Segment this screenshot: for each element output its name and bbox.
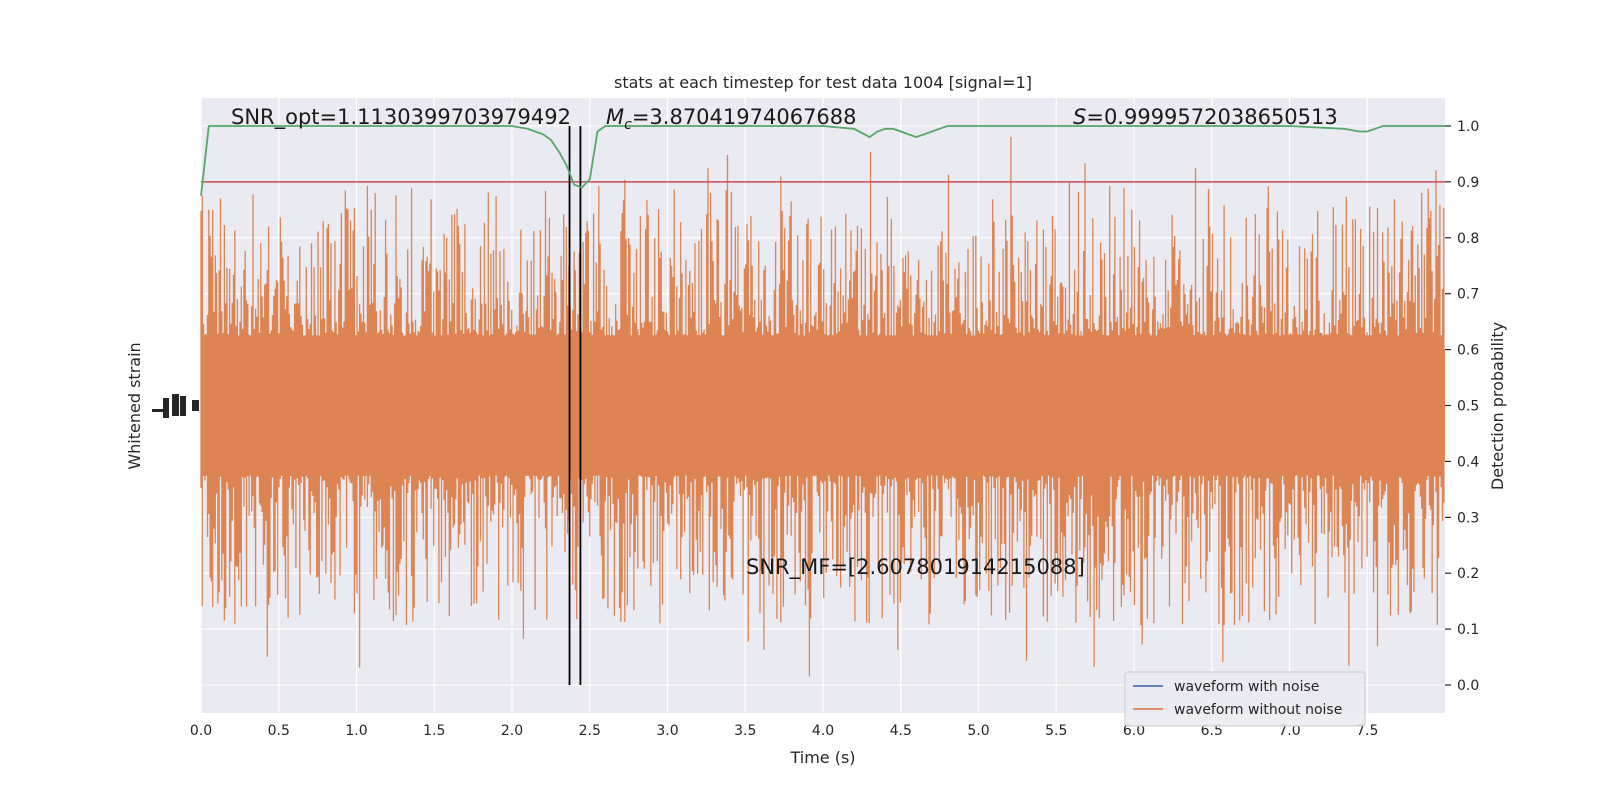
snr-mf-annotation: SNR_MF=[2.607801914215088] xyxy=(746,555,1085,580)
x-tick-label: 3.0 xyxy=(656,723,678,739)
x-tick-label: 1.0 xyxy=(345,723,367,739)
x-tick-label: 5.0 xyxy=(967,723,989,739)
x-tick-label: 7.5 xyxy=(1356,723,1378,739)
legend-label-with-noise: waveform with noise xyxy=(1174,679,1319,695)
right-tick-label: 0.2 xyxy=(1457,566,1479,582)
snr-opt-annotation: SNR_opt=1.1130399703979492 xyxy=(231,105,571,130)
right-tick-label: 1.0 xyxy=(1457,119,1479,135)
right-tick-label: 0.4 xyxy=(1457,454,1479,470)
x-axis-label: Time (s) xyxy=(789,748,855,767)
legend-label-without-noise: waveform without noise xyxy=(1174,702,1342,718)
x-tick-label: 2.0 xyxy=(501,723,523,739)
chirp-mass-annotation: Mc=3.87041974067688 xyxy=(606,105,857,133)
right-tick-label: 0.7 xyxy=(1457,287,1479,303)
chart-title: stats at each timestep for test data 100… xyxy=(614,73,1032,92)
x-tick-label: 7.0 xyxy=(1278,723,1300,739)
x-tick-label: 4.5 xyxy=(890,723,912,739)
strain-waveform xyxy=(200,136,1445,677)
right-tick-label: 0.1 xyxy=(1457,622,1479,638)
left-axis-ticks xyxy=(152,394,199,418)
right-tick-label: 0.6 xyxy=(1457,343,1479,359)
detection-probability-line xyxy=(200,125,1445,196)
event-markers xyxy=(568,125,582,686)
x-tick-label: 0.0 xyxy=(190,723,212,739)
right-axis-label: Detection probability xyxy=(1488,322,1507,490)
s-annotation: S=0.9999572038650513 xyxy=(1073,105,1338,129)
x-tick-label: 6.5 xyxy=(1201,723,1223,739)
right-axis-ticks: 0.0 0.1 0.2 0.3 0.4 0.5 0.6 0.7 0.8 0.9 1.0 xyxy=(1445,119,1479,694)
x-tick-label: 2.5 xyxy=(579,723,601,739)
x-tick-label: 6.0 xyxy=(1123,723,1145,739)
right-tick-label: 0.0 xyxy=(1457,678,1479,694)
left-axis-label: Whitened strain xyxy=(125,342,144,469)
legend-box xyxy=(1124,671,1366,727)
x-tick-label: 5.5 xyxy=(1045,723,1067,739)
x-tick-label: 0.5 xyxy=(268,723,290,739)
right-tick-label: 0.3 xyxy=(1457,510,1479,526)
x-tick-label: 1.5 xyxy=(423,723,445,739)
right-tick-label: 0.9 xyxy=(1457,175,1479,191)
x-axis-ticks: 0.0 0.5 1.0 1.5 2.0 2.5 3.0 3.5 4.0 4.5 5.0 5.5 6.0 6… xyxy=(190,723,1379,739)
right-tick-label: 0.8 xyxy=(1457,231,1479,247)
strain-core-band xyxy=(201,349,1445,462)
x-tick-label: 3.5 xyxy=(734,723,756,739)
x-tick-label: 4.0 xyxy=(812,723,834,739)
right-tick-label: 0.5 xyxy=(1457,399,1479,415)
legend: waveform with noise waveform without noi… xyxy=(1124,671,1366,727)
